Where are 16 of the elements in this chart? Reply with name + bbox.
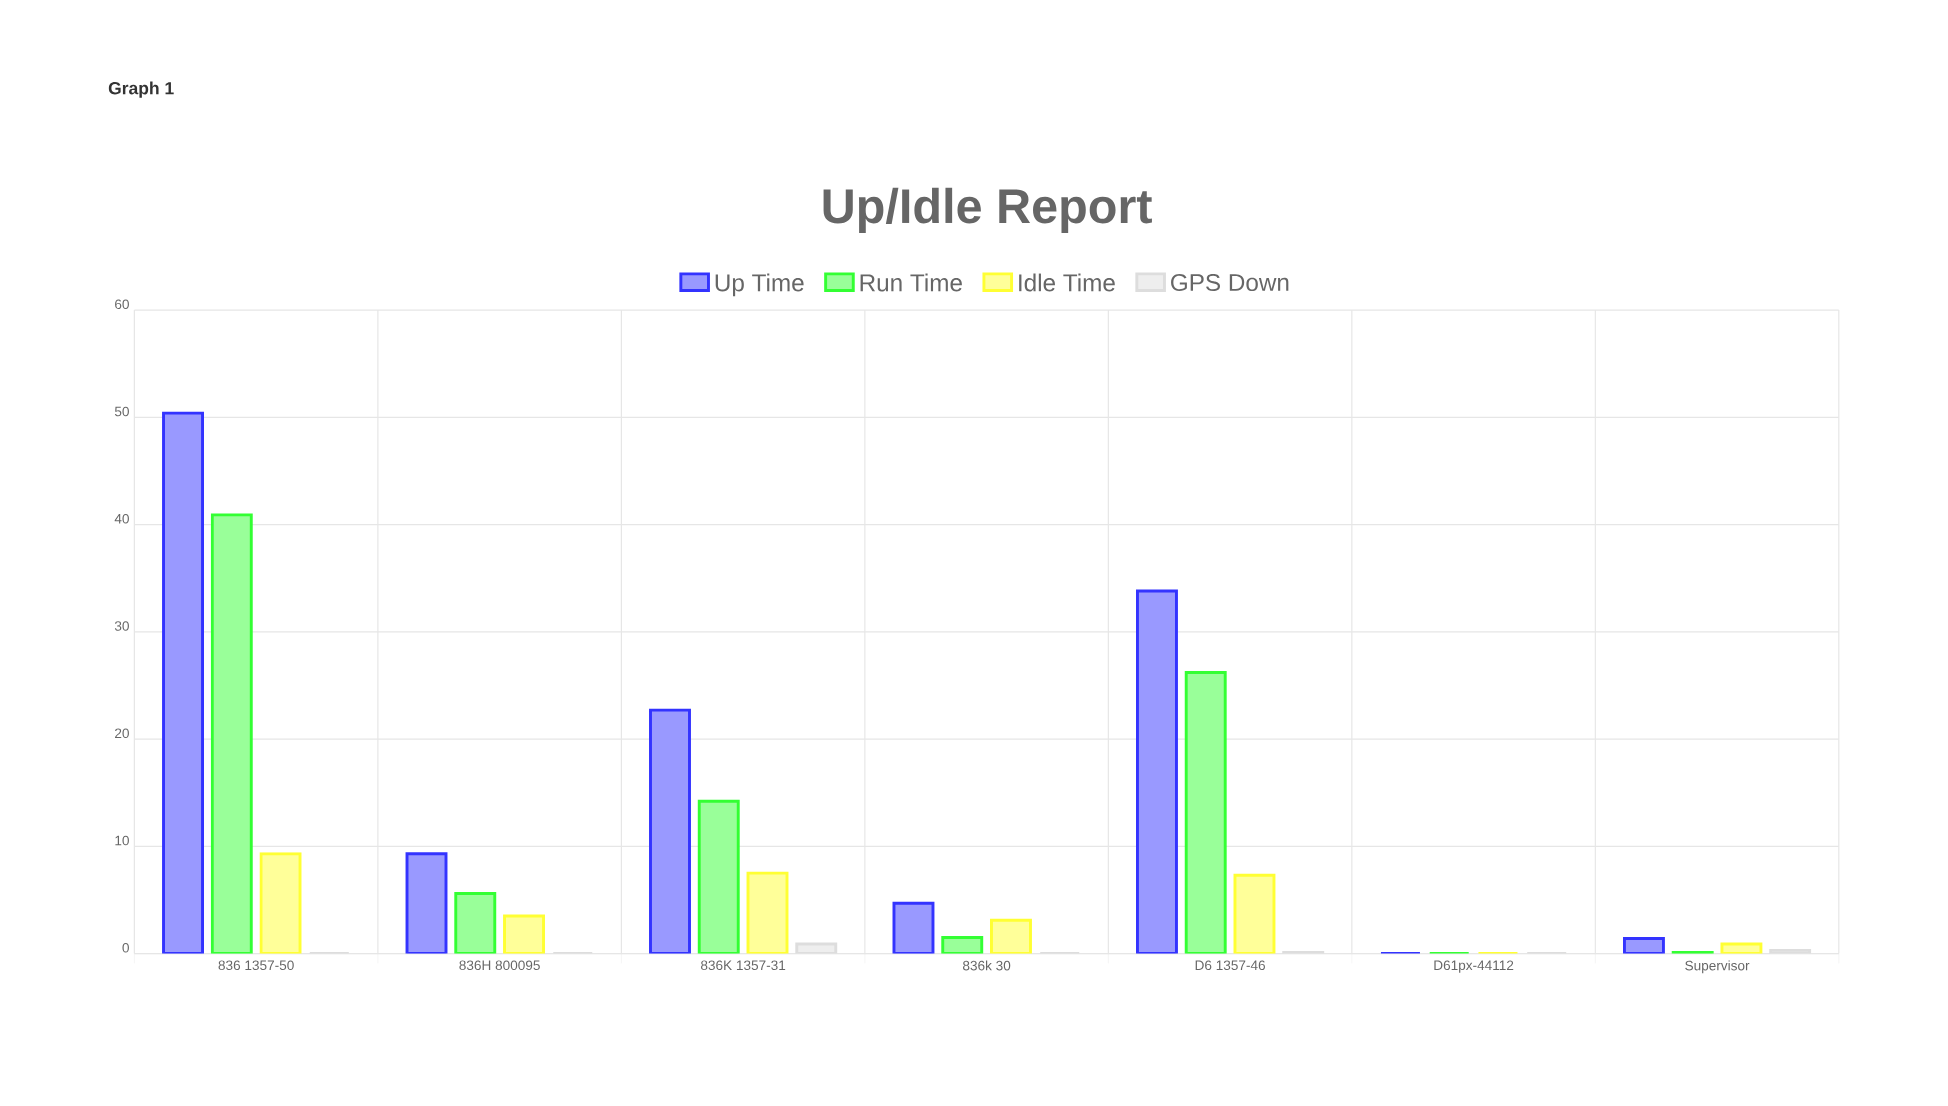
bar: [746, 871, 789, 954]
bar: [1135, 589, 1178, 954]
bar: [210, 513, 253, 954]
legend-label: Idle Time: [1019, 273, 1115, 292]
legend-label: Up Time: [715, 273, 804, 297]
bar: [697, 799, 740, 954]
chart-title: Up/Idle Report: [823, 187, 1152, 234]
bar: [649, 708, 691, 954]
bar: [259, 852, 302, 954]
legend-label: GPS Down: [1171, 274, 1289, 292]
legend-label: Run Time: [860, 273, 962, 292]
bar: [1184, 671, 1227, 954]
bar: [1233, 873, 1276, 954]
caption: Graph 1: [108, 81, 174, 98]
bar: [405, 852, 448, 954]
bar: [162, 411, 204, 954]
